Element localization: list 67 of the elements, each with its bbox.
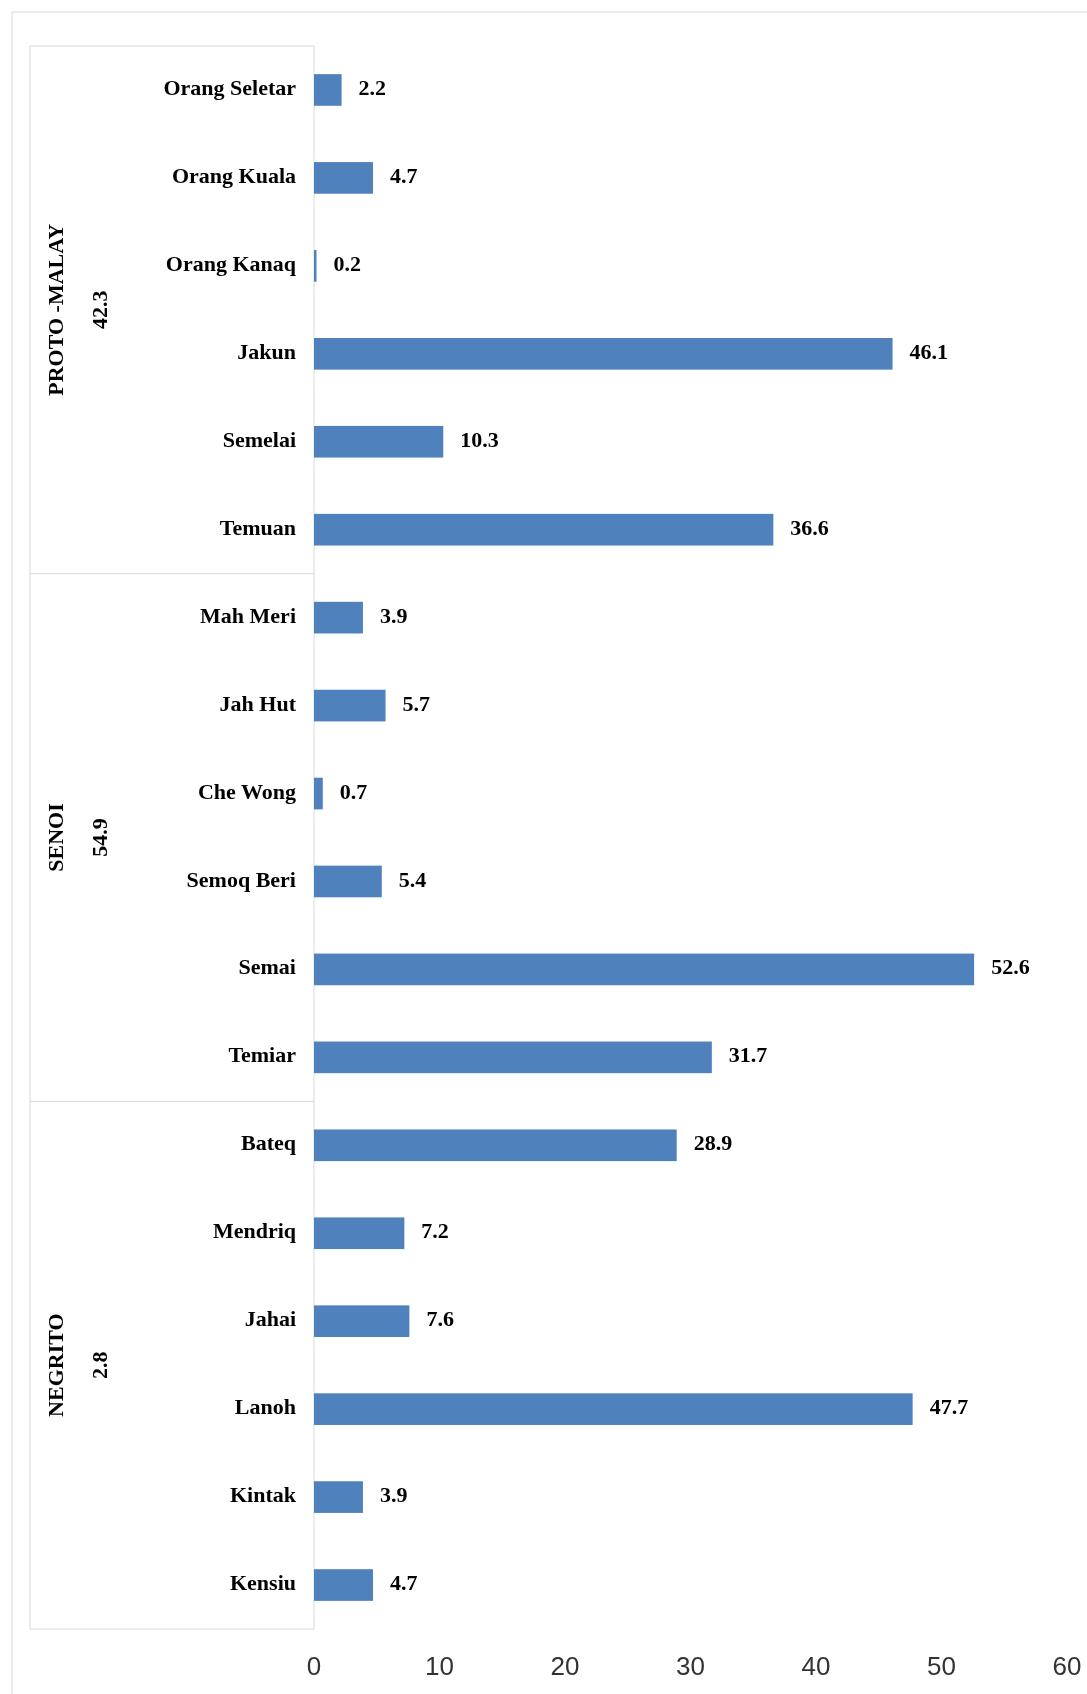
bar [314, 1305, 410, 1338]
data-label: 7.6 [426, 1306, 454, 1332]
x-tick-label: 0 [306, 1650, 322, 1681]
y-tick-label: Bateq [241, 1130, 297, 1156]
y-tick-label: Semelai [222, 426, 296, 452]
data-label: 3.9 [379, 1482, 408, 1508]
data-label: 4.7 [389, 1570, 418, 1596]
bar [314, 953, 975, 986]
data-label: 4.7 [389, 162, 418, 188]
y-tick-label: Semoq Beri [186, 866, 296, 892]
bar [314, 1129, 677, 1162]
x-tick-label: 40 [801, 1650, 831, 1681]
data-label: 5.7 [402, 690, 431, 716]
x-tick-label: 50 [927, 1650, 956, 1681]
y-tick-label: Orang Kuala [171, 162, 296, 188]
bar [314, 689, 386, 722]
data-label: 5.4 [398, 866, 427, 892]
data-label: 52.6 [991, 954, 1030, 980]
y-tick-label: Jah Hut [219, 690, 297, 716]
text: NEGRITO [43, 1313, 69, 1417]
bar [314, 601, 363, 634]
bar [314, 74, 342, 106]
data-label: 0.7 [339, 778, 368, 804]
y-tick-label: Orang Seletar [163, 75, 297, 101]
text: 42.3 [87, 290, 113, 330]
y-tick-label: Lanoh [234, 1394, 296, 1420]
y-tick-label: Kintak [229, 1482, 297, 1508]
y-tick-label: Jahai [244, 1306, 296, 1332]
x-tick-label: 30 [676, 1650, 705, 1681]
bar [314, 1481, 363, 1513]
x-tick-label: 60 [1052, 1650, 1082, 1681]
data-label: 10.3 [460, 426, 499, 452]
data-label: 28.9 [693, 1130, 733, 1156]
bar [314, 777, 323, 810]
data-label: 47.7 [929, 1394, 969, 1420]
data-label: 0.2 [333, 250, 362, 276]
text: 54.9 [87, 818, 113, 857]
y-tick-label: Temuan [219, 514, 296, 540]
data-label: 36.6 [790, 514, 829, 540]
bar [314, 513, 774, 546]
y-tick-label: Semai [238, 954, 296, 980]
bar [314, 1217, 405, 1250]
bar [314, 250, 317, 282]
y-tick-label: Orang Kanaq [165, 250, 297, 276]
x-tick-label: 10 [425, 1650, 454, 1681]
bar [314, 1041, 712, 1074]
y-tick-label: Mah Meri [200, 602, 296, 628]
bar [314, 337, 893, 370]
text: SENOI [43, 803, 69, 872]
y-tick-label: Che Wong [197, 778, 296, 804]
text: PROTO -MALAY [43, 223, 69, 396]
data-label: 31.7 [728, 1042, 768, 1068]
bar [314, 425, 444, 458]
data-label: 46.1 [909, 338, 949, 364]
data-label: 7.2 [421, 1218, 449, 1244]
y-tick-label: Jakun [237, 338, 296, 364]
bar [314, 162, 373, 194]
bar [314, 865, 382, 898]
data-label: 2.2 [358, 75, 387, 101]
y-tick-label: Kensiu [229, 1570, 296, 1596]
y-tick-label: Temiar [228, 1042, 297, 1068]
text: 2.8 [87, 1351, 113, 1379]
data-label: 3.9 [379, 602, 408, 628]
x-tick-label: 20 [550, 1650, 580, 1681]
bar [314, 1569, 373, 1601]
y-tick-label: Mendriq [212, 1218, 297, 1244]
bar [314, 1393, 913, 1425]
